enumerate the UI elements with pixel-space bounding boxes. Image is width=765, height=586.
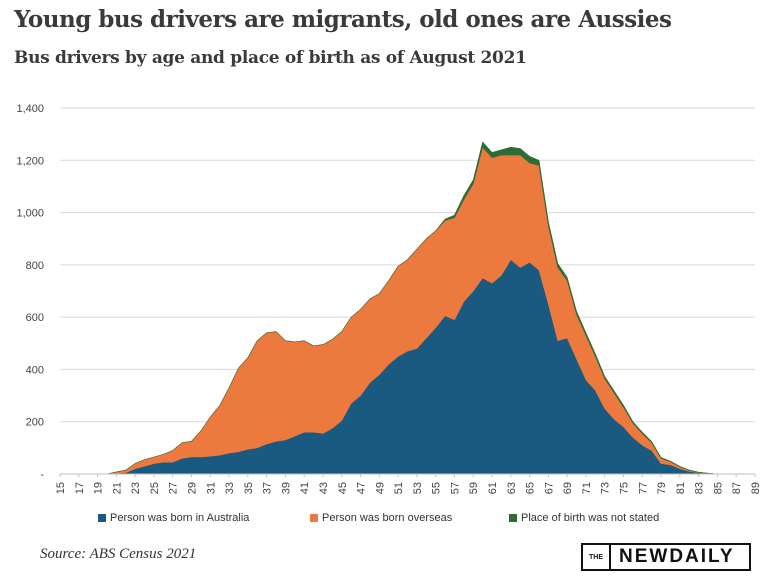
y-tick-label: 1,400 <box>16 103 44 115</box>
legend: Person was born in Australia Person was b… <box>98 512 659 524</box>
x-tick-label: 87 <box>731 482 743 494</box>
logo-the-text: THE <box>583 545 611 569</box>
x-tick-label: 23 <box>130 482 142 494</box>
x-tick-label: 65 <box>525 482 537 494</box>
x-tick-label: 31 <box>205 482 217 494</box>
x-tick-label: 81 <box>675 482 687 494</box>
x-tick-label: 37 <box>262 482 274 494</box>
legend-swatch-2 <box>310 514 318 522</box>
legend-label-3: Place of birth was not stated <box>521 512 659 524</box>
x-tick-label: 59 <box>468 482 480 494</box>
x-tick-label: 51 <box>393 482 405 494</box>
x-tick-label: 19 <box>93 482 105 494</box>
x-tick-label: 83 <box>694 482 706 494</box>
x-tick-label: 29 <box>186 482 198 494</box>
x-tick-label: 77 <box>637 482 649 494</box>
x-tick-label: 33 <box>224 482 236 494</box>
x-tick-label: 49 <box>374 482 386 494</box>
x-tick-label: 57 <box>449 482 461 494</box>
x-tick-label: 67 <box>543 482 555 494</box>
newdaily-logo: THE NEWDAILY <box>581 543 751 571</box>
x-tick-label: 55 <box>431 482 443 494</box>
y-tick-label: 800 <box>26 260 44 272</box>
axes: - 200 400 600 800 1,000 1,200 1,400 15 17 19 21 23 25… <box>16 103 762 494</box>
x-tick-label: 39 <box>280 482 292 494</box>
x-tick-label: 71 <box>581 482 593 494</box>
legend-label-2: Person was born overseas <box>322 512 453 524</box>
y-tick-label: 600 <box>26 312 44 324</box>
x-tick-label: 35 <box>243 482 255 494</box>
y-tick-label: 400 <box>26 364 44 376</box>
chart-title: Young bus drivers are migrants, old ones… <box>14 6 672 33</box>
x-tick-label: 73 <box>600 482 612 494</box>
area-series <box>60 141 755 475</box>
x-tick-label: 69 <box>562 482 574 494</box>
x-tick-label: 61 <box>487 482 499 494</box>
x-tick-label: 41 <box>299 482 311 494</box>
chart-subtitle: Bus drivers by age and place of birth as… <box>14 48 527 68</box>
area-series-3 <box>60 141 755 475</box>
x-tick-label: 25 <box>149 482 161 494</box>
y-tick-label: 200 <box>26 417 44 429</box>
source-note: Source: ABS Census 2021 <box>40 546 197 562</box>
x-tick-label: 45 <box>337 482 349 494</box>
x-tick-label: 89 <box>750 482 762 494</box>
y-tick-label: - <box>40 469 44 481</box>
x-tick-label: 21 <box>111 482 123 494</box>
y-tick-label: 1,000 <box>16 208 44 220</box>
x-tick-label: 85 <box>712 482 724 494</box>
legend-swatch-3 <box>509 514 517 522</box>
x-tick-label: 17 <box>74 482 86 494</box>
x-tick-label: 75 <box>619 482 631 494</box>
x-tick-label: 53 <box>412 482 424 494</box>
logo-main-text: NEWDAILY <box>619 546 735 567</box>
x-tick-label: 43 <box>318 482 330 494</box>
x-tick-label: 63 <box>506 482 518 494</box>
x-tick-label: 27 <box>168 482 180 494</box>
x-tick-label: 79 <box>656 482 668 494</box>
x-tick-label: 15 <box>55 482 67 494</box>
y-tick-label: 1,200 <box>16 155 44 167</box>
legend-swatch-1 <box>98 514 106 522</box>
legend-label-1: Person was born in Australia <box>110 512 250 524</box>
x-tick-label: 47 <box>356 482 368 494</box>
